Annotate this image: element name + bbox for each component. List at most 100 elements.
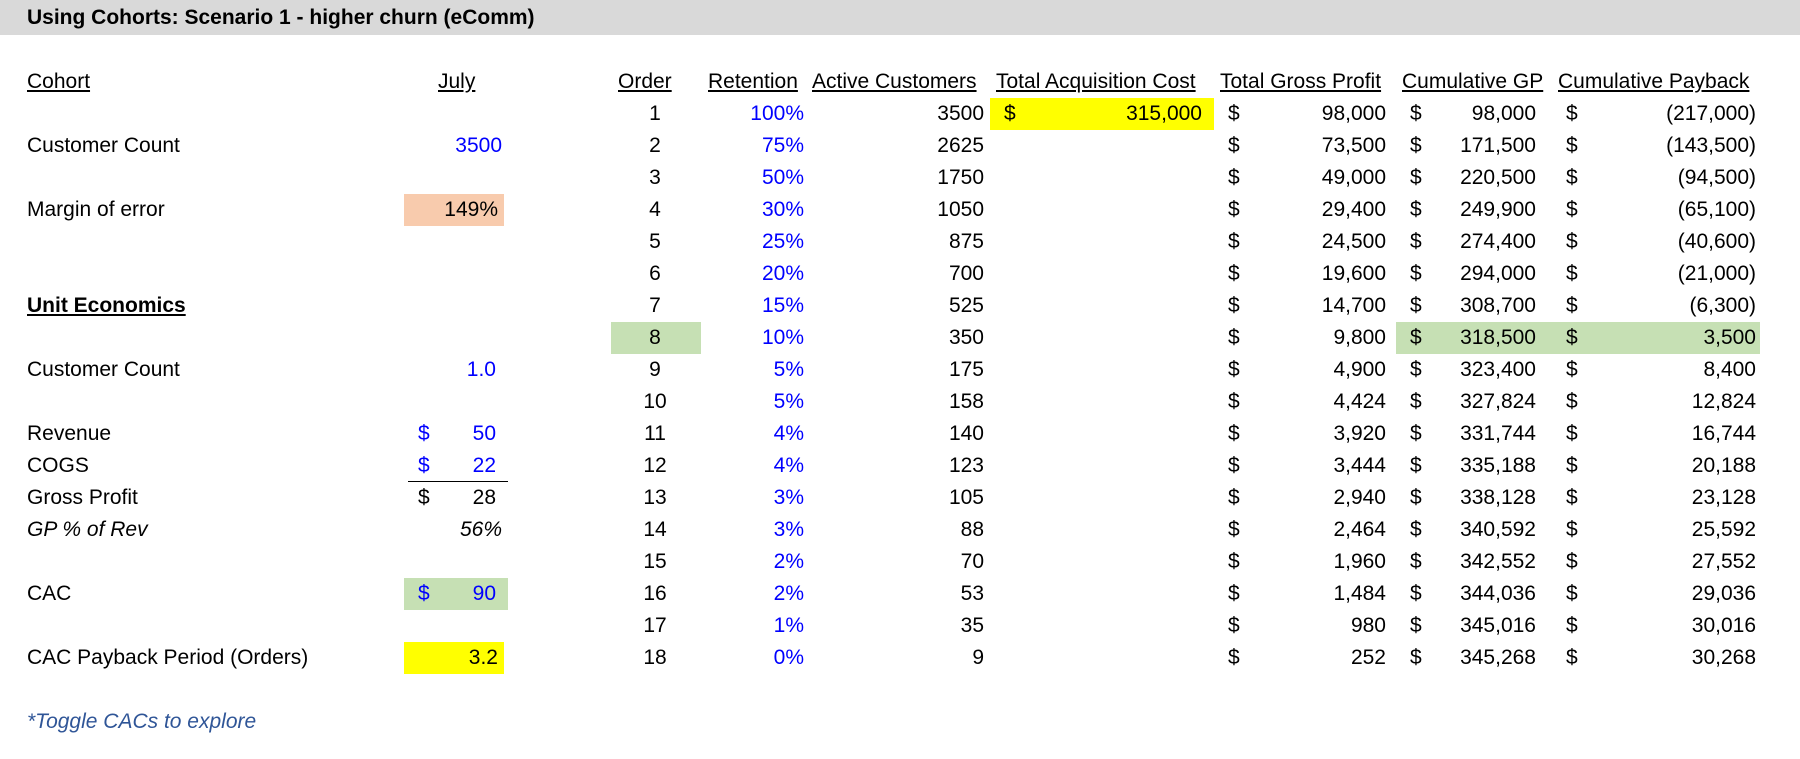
sheet-title: Using Cohorts: Scenario 1 - higher churn… [27,6,535,29]
cell-order: 11 [644,422,666,445]
cell-gross-profit: 49,000 [1321,166,1386,189]
cell-active-customers: 1750 [937,166,984,189]
col-header-retention: Retention [708,70,798,93]
payback-period-value: 3.2 [404,642,504,674]
cell-retention[interactable]: 4% [773,422,804,445]
payback-currency: $ [1566,486,1578,509]
cell-active-customers: 875 [948,230,984,253]
gp-currency: $ [1228,390,1240,413]
cum-gp-currency: $ [1410,166,1422,189]
gp-currency: $ [1228,166,1240,189]
cell-retention[interactable]: 25% [761,230,804,253]
gross-profit-value: 28 [472,486,496,509]
cell-retention[interactable]: 30% [761,198,804,221]
cell-cumulative-gp: 345,016 [1460,614,1536,637]
cell-retention[interactable]: 15% [761,294,804,317]
cell-cumulative-payback: 29,036 [1691,582,1756,605]
cell-gross-profit: 3,444 [1333,454,1386,477]
cell-cumulative-gp: 171,500 [1460,134,1536,157]
cum-gp-currency: $ [1410,294,1422,317]
cell-order: 13 [643,486,667,509]
cell-gross-profit: 4,424 [1333,390,1386,413]
cell-retention[interactable]: 2% [773,550,804,573]
cell-cumulative-payback: 25,592 [1691,518,1756,541]
gp-currency: $ [1228,518,1240,541]
cogs-label: COGS [27,454,89,477]
gp-currency: $ [1228,198,1240,221]
cell-retention[interactable]: 4% [773,454,804,477]
gp-currency: $ [1228,230,1240,253]
payback-currency: $ [1566,262,1578,285]
cell-retention[interactable]: 0% [773,646,804,669]
cell-cumulative-gp: 98,000 [1471,102,1536,125]
cell-retention[interactable]: 75% [761,134,804,157]
cell-retention[interactable]: 2% [773,582,804,605]
gp-currency: $ [1228,582,1240,605]
cum-gp-currency: $ [1410,390,1422,413]
cell-retention[interactable]: 20% [761,262,804,285]
payback-currency: $ [1566,198,1578,221]
cell-gross-profit: 3,920 [1333,422,1386,445]
cell-retention[interactable]: 3% [773,518,804,541]
cell-active-customers: 175 [948,358,984,381]
cell-retention[interactable]: 5% [773,390,804,413]
cell-cumulative-payback: (143,500) [1666,134,1756,157]
cohort-label: Cohort [27,70,91,93]
title-bar [0,0,1800,35]
cohort-value[interactable]: July [438,70,476,93]
subtotal-rule [408,481,508,482]
unit-customer-count-label: Customer Count [27,358,180,381]
cell-order: 6 [649,262,661,285]
cell-retention[interactable]: 100% [750,102,804,125]
cogs-input[interactable]: 22 [472,454,496,477]
cum-gp-currency: $ [1410,486,1422,509]
cell-active-customers: 350 [948,326,984,349]
acq-cost-value: 315,000 [1126,102,1202,125]
unit-economics-heading: Unit Economics [27,294,186,317]
unit-customer-count-input[interactable]: 1.0 [466,358,496,381]
cell-retention[interactable]: 50% [761,166,804,189]
cell-retention[interactable]: 5% [773,358,804,381]
gp-currency: $ [1228,358,1240,381]
payback-currency: $ [1566,518,1578,541]
cell-retention[interactable]: 3% [773,486,804,509]
cell-order: 5 [649,230,661,253]
cell-cumulative-gp: 274,400 [1460,230,1536,253]
cell-cumulative-payback: 12,824 [1691,390,1756,413]
gross-profit-currency: $ [418,486,430,509]
payback-currency: $ [1566,582,1578,605]
cell-active-customers: 123 [948,454,984,477]
cell-cumulative-gp: 323,400 [1460,358,1536,381]
cell-cumulative-gp: 308,700 [1460,294,1536,317]
cell-order: 12 [643,454,667,477]
cell-cumulative-gp: 340,592 [1460,518,1536,541]
breakeven-payback-highlight [1396,322,1760,354]
cell-cumulative-payback: (21,000) [1677,262,1756,285]
cell-cumulative-payback: 3,500 [1703,326,1756,349]
cell-cumulative-payback: 27,552 [1691,550,1756,573]
payback-currency: $ [1566,646,1578,669]
payback-period-label: CAC Payback Period (Orders) [27,646,309,669]
acq-cost-highlight [990,98,1214,130]
customer-count-input[interactable]: 3500 [455,134,502,157]
payback-currency: $ [1566,102,1578,125]
revenue-input[interactable]: 50 [472,422,496,445]
toggle-note: *Toggle CACs to explore [27,710,257,733]
gp-currency: $ [1228,262,1240,285]
cell-gross-profit: 980 [1350,614,1386,637]
cell-order: 7 [649,294,661,317]
payback-currency: $ [1566,614,1578,637]
cum-gp-currency: $ [1410,262,1422,285]
cell-order: 14 [643,518,667,541]
payback-currency: $ [1566,294,1578,317]
cell-cumulative-payback: (40,600) [1677,230,1756,253]
cell-retention[interactable]: 1% [773,614,804,637]
cell-retention[interactable]: 10% [761,326,804,349]
cell-gross-profit: 1,960 [1333,550,1386,573]
cac-input[interactable]: 90 [472,582,496,605]
cell-gross-profit: 9,800 [1333,326,1386,349]
cum-gp-currency: $ [1410,518,1422,541]
cum-gp-currency: $ [1410,550,1422,573]
gp-currency: $ [1228,486,1240,509]
gross-profit-label: Gross Profit [27,486,138,509]
